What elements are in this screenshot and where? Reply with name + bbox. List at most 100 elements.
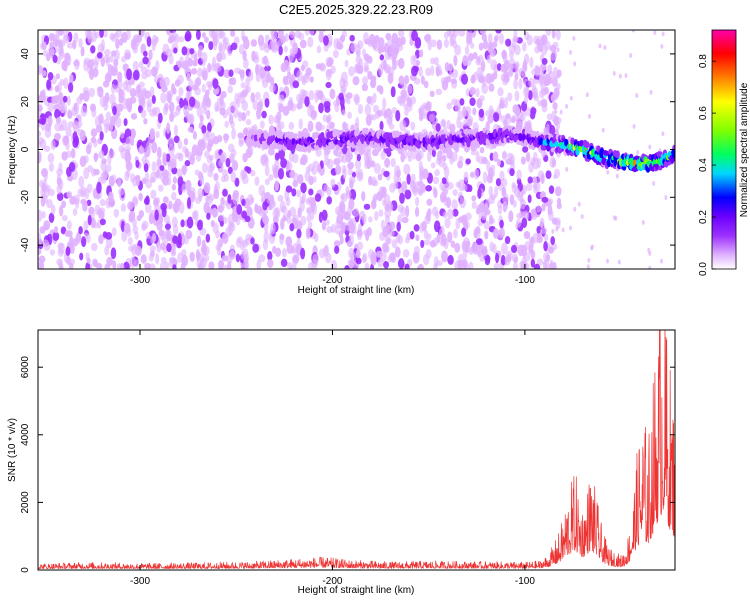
spectrogram-cell (309, 76, 314, 83)
spectrogram-ridge-cell (373, 141, 378, 149)
spectrogram-cell (515, 106, 521, 117)
spectrogram-cell (311, 258, 319, 268)
spectrogram-cell (386, 237, 391, 245)
spectrogram-cell (277, 194, 284, 202)
spectrogram-cell (72, 39, 77, 50)
spectrogram-cell (495, 178, 502, 187)
spectrogram-cell (419, 49, 424, 58)
spectrogram-cell (143, 50, 148, 57)
spectrogram-cell (501, 186, 506, 197)
spectrogram-cell (533, 78, 539, 85)
spectrogram-cell (580, 214, 584, 220)
spectrogram-cell (141, 220, 149, 230)
spectrogram-cell (504, 255, 511, 266)
spectrogram-cell (462, 248, 468, 260)
spectrogram-cell (69, 258, 76, 266)
spectrogram-cell (145, 179, 153, 189)
spectrogram-cell (158, 184, 164, 192)
spectrogram-cell (521, 62, 528, 74)
spectrogram-cell (132, 46, 138, 54)
spectrogram-cell (168, 200, 173, 210)
spectrogram-cell (215, 230, 220, 239)
spectrogram-cell (426, 198, 433, 206)
spectrogram-cell (151, 106, 157, 115)
spectrogram-cell (44, 127, 52, 139)
spectrogram-cell (428, 113, 436, 122)
spectrogram-ridge-cell (326, 131, 331, 140)
spectrogram-cell (119, 262, 125, 269)
spectrogram-cell (496, 158, 501, 167)
spectrogram-cell (87, 36, 94, 44)
spectrogram-cell (483, 220, 491, 230)
spectrogram-cell (66, 95, 71, 106)
spectrogram-cell (489, 152, 494, 161)
spectrogram-cell (285, 236, 293, 247)
spectrogram-cell (83, 220, 89, 231)
spectrogram-cell (190, 68, 198, 75)
spectrogram-cell (340, 211, 348, 219)
colorbar-tick-label: 0.4 (698, 158, 709, 172)
spectrogram-cell (355, 117, 360, 128)
spectrogram-cell (66, 191, 72, 198)
spectrogram-cell (161, 235, 169, 245)
spectrogram-cell (448, 30, 456, 38)
spectrogram-cell (540, 44, 548, 56)
spectrogram-cell (162, 169, 169, 179)
spectrogram-cell (431, 149, 436, 158)
colorbar-label: Normalized spectral amplitude (739, 82, 750, 217)
spectrogram-cell (540, 63, 547, 71)
spectrogram-cell (228, 251, 236, 259)
spectrogram-cell (483, 245, 488, 257)
spectrogram-cell (429, 90, 435, 98)
spectrogram-cell (67, 82, 74, 93)
spectrogram-cell (504, 236, 511, 245)
spectrogram-cell (379, 54, 385, 61)
spectrogram-cell (298, 118, 303, 130)
spectrogram-ridge-cell (448, 138, 454, 146)
spectrogram-cell (84, 232, 89, 240)
spectrogram-cell (497, 205, 503, 215)
spectrogram-cell (522, 146, 529, 153)
spectrogram-cell (406, 173, 411, 185)
spectrogram-cell (174, 198, 182, 207)
spectrogram-cell (96, 86, 103, 93)
spectrogram-cell (307, 221, 313, 229)
spectrogram-cell (261, 56, 266, 65)
spectrogram-cell (110, 247, 117, 260)
spectrogram-cell (278, 103, 285, 113)
spectrogram-cell (378, 64, 384, 77)
spectrogram-cell (160, 92, 167, 104)
spectrogram-cell (108, 191, 114, 202)
spectrogram-cell (334, 245, 340, 255)
spectrogram-cell (370, 78, 376, 89)
spectrogram-cell (193, 210, 199, 221)
spectrogram-cell (263, 231, 269, 243)
spectrogram-cell (427, 208, 432, 216)
spectrogram-cell (209, 162, 216, 172)
spectrogram-cell (114, 84, 121, 93)
spectrogram-cell (404, 236, 410, 244)
spectrogram-cell (57, 101, 64, 111)
spectrogram-cell (536, 42, 541, 49)
spectrogram-cell (350, 218, 357, 229)
spectrogram-cell (255, 71, 261, 83)
spectrogram-cell (550, 51, 557, 61)
snr-frame (37, 329, 676, 571)
spectrogram-cell (649, 89, 653, 95)
spectrogram-cell (411, 65, 418, 77)
spectrogram-cell (539, 217, 545, 227)
spectrogram-cell (90, 136, 97, 144)
spectrogram-cell (498, 32, 504, 45)
spectrogram-cell (433, 220, 441, 233)
spectrogram-ridge-cell (475, 140, 480, 147)
spectrogram-cell (502, 151, 507, 159)
spectrogram-cell (121, 230, 128, 242)
spectrogram-cell (143, 147, 148, 158)
spectrogram-cell (274, 180, 280, 192)
spectrogram-cell (509, 57, 515, 67)
spectrogram-cell (150, 250, 155, 257)
spectrogram-cell (174, 79, 181, 87)
spectrogram-cell (479, 146, 485, 154)
spectrogram-cell (461, 73, 469, 85)
spectrogram-cell (279, 233, 285, 245)
